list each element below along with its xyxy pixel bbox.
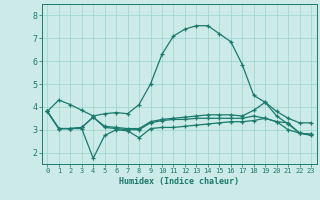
X-axis label: Humidex (Indice chaleur): Humidex (Indice chaleur) <box>119 177 239 186</box>
